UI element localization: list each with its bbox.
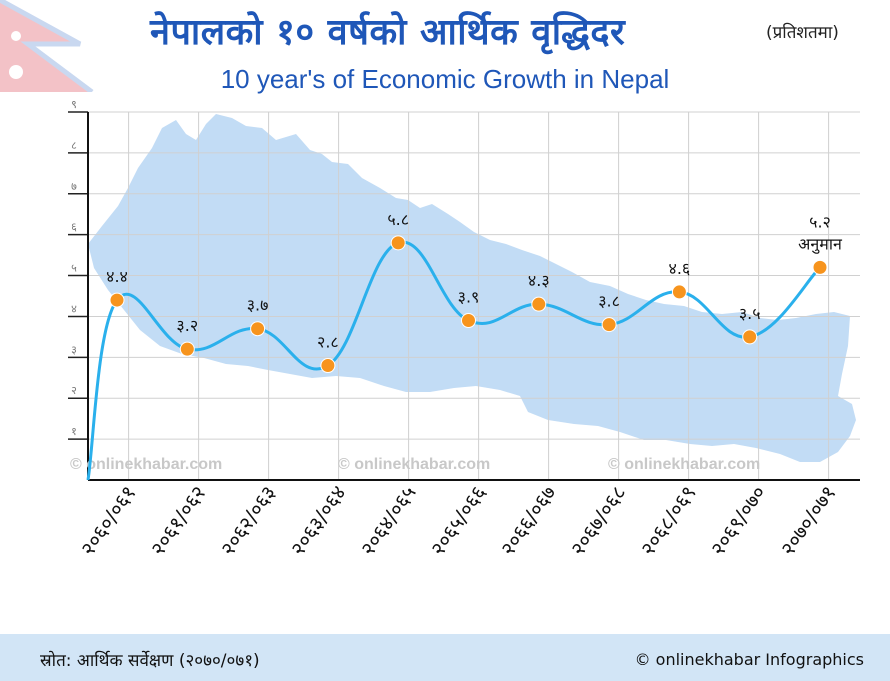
watermark: © onlinekhabar.com: [338, 456, 490, 473]
data-point-marker: [601, 317, 617, 333]
y-tick-label: ७: [71, 180, 77, 193]
x-tick-label: २०६४/०६५: [355, 481, 420, 560]
data-point-marker: [250, 321, 266, 337]
nepal-flag-icon: [0, 0, 94, 92]
x-tick-label: २०७०/०७१: [775, 481, 840, 560]
unit-label: (प्रतिशतमा): [766, 23, 839, 43]
x-tick-label: २०६७/०६८: [565, 481, 630, 560]
x-tick-label: २०६२/०६३: [215, 481, 280, 560]
data-point-marker: [742, 329, 758, 345]
x-tick-label: २०६३/०६४: [285, 481, 350, 560]
y-tick-label: ४: [71, 302, 77, 315]
data-point-marker: [671, 284, 687, 300]
x-tick-label: २०६१/०६२: [145, 481, 210, 560]
y-tick-label: १: [71, 425, 77, 438]
credit-note: © onlinekhabar Infographics: [634, 650, 864, 669]
data-value-label: ४.३: [528, 271, 550, 290]
y-tick-label: ३: [71, 343, 77, 356]
estimate-annotation: अनुमान: [798, 234, 843, 254]
data-value-label: ३.२: [176, 316, 198, 335]
data-point-marker: [320, 358, 336, 374]
x-tick-label: २०६५/०६६: [425, 481, 490, 560]
y-tick-label: ९: [71, 100, 77, 111]
data-value-label: ५.२: [809, 212, 831, 231]
data-point-marker: [461, 313, 476, 329]
growth-line-chart: १ २ ३ ४ ५ ६ ७ ८ ९ © onlinekhabar.com © onlinekhab…: [68, 100, 860, 560]
y-tick-label: ८: [71, 139, 77, 152]
data-point-marker: [109, 292, 125, 308]
y-tick-label: २: [71, 384, 77, 397]
data-value-label: ४.४: [106, 267, 128, 286]
watermark: © onlinekhabar.com: [608, 456, 760, 473]
chart-title-english: 10 year's of Economic Growth in Nepal: [220, 64, 670, 94]
data-value-label: ५.८: [387, 210, 409, 229]
x-tick-label: २०६९/०७०: [705, 481, 770, 560]
source-note: स्रोत: आर्थिक सर्वेक्षण (२०७०/०७१): [40, 651, 260, 671]
watermark: © onlinekhabar.com: [70, 456, 222, 473]
y-tick-label: ५: [71, 262, 77, 275]
x-tick-label: २०६६/०६७: [495, 481, 560, 560]
data-value-label: ३.५: [739, 304, 761, 323]
data-point-marker: [531, 296, 547, 312]
data-point-marker: [390, 235, 406, 251]
nepal-map-silhouette: [88, 114, 856, 462]
data-value-label: ४.६: [669, 259, 691, 278]
x-tick-label: २०६८/०६९: [635, 481, 700, 560]
footer-bar: स्रोत: आर्थिक सर्वेक्षण (२०७०/०७१) © onl…: [0, 634, 890, 681]
data-value-label: ३.७: [247, 296, 269, 315]
y-tick-label: ६: [71, 221, 77, 234]
data-value-label: ३.८: [598, 292, 620, 311]
data-point-marker: [179, 341, 195, 357]
chart-title-nepali: नेपालको १० वर्षको आर्थिक वृद्धिदर: [150, 12, 626, 53]
data-value-label: २.८: [317, 333, 339, 352]
x-tick-label: २०६०/०६१: [75, 481, 140, 560]
data-point-marker: [812, 259, 828, 275]
data-value-label: ३.९: [458, 288, 480, 307]
